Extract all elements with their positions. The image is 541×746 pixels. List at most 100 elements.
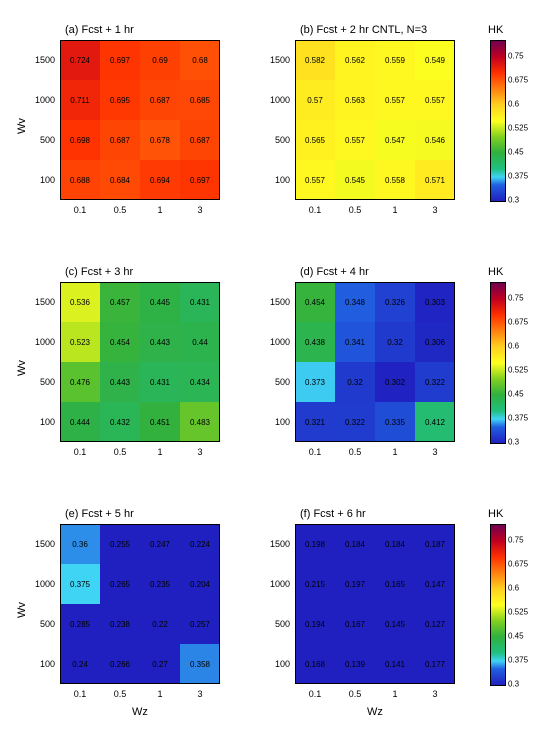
- panel-title-a: (a) Fcst + 1 hr: [65, 24, 134, 36]
- heatmap-c: 0.5360.4570.4450.4310.5230.4540.4430.440…: [60, 282, 220, 442]
- cell: 0.348: [335, 282, 375, 322]
- cell: 0.695: [100, 80, 140, 120]
- cell: 0.197: [335, 564, 375, 604]
- cell: 0.454: [100, 322, 140, 362]
- x-tick: 1: [157, 205, 162, 215]
- panel-f: (f) Fcst + 6 hr0.1980.1840.1840.1870.215…: [295, 524, 455, 684]
- y-tick: 500: [260, 135, 290, 145]
- cell: 0.247: [140, 524, 180, 564]
- x-tick: 1: [392, 205, 397, 215]
- cell: 0.141: [375, 644, 415, 684]
- panel-a: (a) Fcst + 1 hr0.7240.6970.690.680.7110.…: [60, 40, 220, 200]
- x-tick: 0.5: [349, 689, 362, 699]
- cell: 0.165: [375, 564, 415, 604]
- cell: 0.184: [335, 524, 375, 564]
- cell: 0.326: [375, 282, 415, 322]
- colorbar-tick: 0.45: [508, 632, 524, 641]
- panel-title-d: (d) Fcst + 4 hr: [300, 266, 369, 278]
- cell: 0.559: [375, 40, 415, 80]
- panel-c: (c) Fcst + 3 hr0.5360.4570.4450.4310.523…: [60, 282, 220, 442]
- colorbar-tick: 0.6: [508, 584, 519, 593]
- y-tick: 1000: [260, 337, 290, 347]
- x-tick: 0.5: [114, 689, 127, 699]
- colorbar-title: HK: [488, 24, 503, 36]
- y-tick: 1500: [260, 297, 290, 307]
- heatmap-d: 0.4540.3480.3260.3030.4380.3410.320.3060…: [295, 282, 455, 442]
- cell: 0.257: [180, 604, 220, 644]
- heatmap-e: 0.360.2550.2470.2240.3750.2650.2350.2040…: [60, 524, 220, 684]
- colorbar: HK0.750.6750.60.5250.450.3750.3: [490, 524, 504, 684]
- y-tick: 100: [260, 659, 290, 669]
- cell: 0.32: [375, 322, 415, 362]
- cell: 0.139: [335, 644, 375, 684]
- cell: 0.187: [415, 524, 455, 564]
- colorbar-tick: 0.3: [508, 438, 519, 447]
- x-axis-label: Wz: [132, 706, 148, 718]
- cell: 0.36: [60, 524, 100, 564]
- y-axis-label: Wv: [16, 360, 28, 376]
- cell: 0.443: [100, 362, 140, 402]
- cell: 0.321: [295, 402, 335, 442]
- y-tick: 1500: [260, 539, 290, 549]
- cell: 0.255: [100, 524, 140, 564]
- y-tick: 1500: [25, 297, 55, 307]
- y-tick: 100: [260, 175, 290, 185]
- colorbar-title: HK: [488, 266, 503, 278]
- cell: 0.322: [335, 402, 375, 442]
- x-axis-label: Wz: [367, 706, 383, 718]
- panel-title-e: (e) Fcst + 5 hr: [65, 508, 134, 520]
- y-tick: 1000: [25, 95, 55, 105]
- x-tick: 0.1: [74, 447, 87, 457]
- y-tick: 100: [25, 659, 55, 669]
- cell: 0.687: [180, 120, 220, 160]
- y-tick: 500: [260, 377, 290, 387]
- cell: 0.523: [60, 322, 100, 362]
- cell: 0.687: [100, 120, 140, 160]
- x-tick: 0.1: [74, 205, 87, 215]
- x-tick: 0.5: [349, 205, 362, 215]
- x-tick: 1: [157, 447, 162, 457]
- cell: 0.412: [415, 402, 455, 442]
- y-tick: 500: [25, 377, 55, 387]
- x-tick: 0.1: [309, 447, 322, 457]
- cell: 0.547: [375, 120, 415, 160]
- cell: 0.545: [335, 160, 375, 200]
- cell: 0.57: [295, 80, 335, 120]
- colorbar-tick: 0.6: [508, 342, 519, 351]
- y-tick: 500: [25, 619, 55, 629]
- heatmap-a: 0.7240.6970.690.680.7110.6950.6870.6850.…: [60, 40, 220, 200]
- colorbar-title: HK: [488, 508, 503, 520]
- cell: 0.69: [140, 40, 180, 80]
- y-tick: 500: [25, 135, 55, 145]
- x-tick: 1: [157, 689, 162, 699]
- cell: 0.224: [180, 524, 220, 564]
- cell: 0.431: [140, 362, 180, 402]
- cell: 0.194: [295, 604, 335, 644]
- cell: 0.27: [140, 644, 180, 684]
- cell: 0.549: [415, 40, 455, 80]
- colorbar-tick: 0.375: [508, 172, 528, 181]
- cell: 0.375: [60, 564, 100, 604]
- cell: 0.445: [140, 282, 180, 322]
- cell: 0.711: [60, 80, 100, 120]
- colorbar-tick: 0.75: [508, 294, 524, 303]
- colorbar-tick: 0.675: [508, 560, 528, 569]
- heatmap-f: 0.1980.1840.1840.1870.2150.1970.1650.147…: [295, 524, 455, 684]
- y-axis-label: Wv: [16, 118, 28, 134]
- cell: 0.724: [60, 40, 100, 80]
- cell: 0.557: [375, 80, 415, 120]
- colorbar-tick: 0.6: [508, 100, 519, 109]
- cell: 0.266: [100, 644, 140, 684]
- cell: 0.215: [295, 564, 335, 604]
- panel-e: (e) Fcst + 5 hr0.360.2550.2470.2240.3750…: [60, 524, 220, 684]
- colorbar-tick: 0.375: [508, 656, 528, 665]
- cell: 0.238: [100, 604, 140, 644]
- cell: 0.265: [100, 564, 140, 604]
- cell: 0.558: [375, 160, 415, 200]
- cell: 0.557: [295, 160, 335, 200]
- cell: 0.432: [100, 402, 140, 442]
- cell: 0.302: [375, 362, 415, 402]
- x-tick: 0.1: [309, 689, 322, 699]
- cell: 0.546: [415, 120, 455, 160]
- cell: 0.562: [335, 40, 375, 80]
